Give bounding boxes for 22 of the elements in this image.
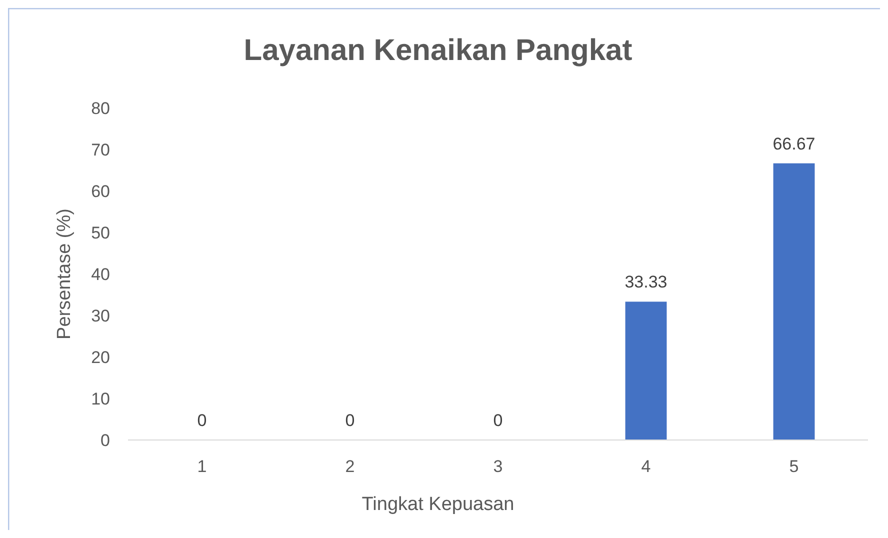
- y-tick-label: 20: [91, 348, 110, 367]
- x-tick-label: 3: [493, 457, 503, 476]
- y-tick-label: 70: [91, 140, 110, 160]
- y-tick-label: 80: [91, 98, 110, 118]
- x-tick-label: 4: [641, 457, 651, 476]
- x-tick-label: 5: [789, 457, 799, 476]
- x-tick-label: 1: [197, 457, 207, 476]
- y-tick-label: 40: [91, 264, 110, 284]
- y-tick-label: 10: [91, 389, 110, 408]
- data-label: 33.33: [624, 272, 668, 292]
- data-label: 66.67: [772, 134, 816, 154]
- y-tick-label: 60: [91, 182, 110, 201]
- chart-title: Layanan Kenaikan Pangkat: [244, 34, 632, 67]
- data-label: 0: [197, 411, 207, 430]
- data-label: 0: [345, 411, 355, 430]
- x-axis-title: Tingkat Kepuasan: [362, 494, 514, 515]
- y-tick-label: 0: [100, 430, 110, 450]
- y-axis-title: Persentase (%): [54, 208, 75, 340]
- data-label: 0: [493, 411, 503, 430]
- x-tick-label: 2: [345, 457, 355, 476]
- y-tick-label: 30: [91, 306, 110, 326]
- y-tick-label: 50: [91, 223, 110, 242]
